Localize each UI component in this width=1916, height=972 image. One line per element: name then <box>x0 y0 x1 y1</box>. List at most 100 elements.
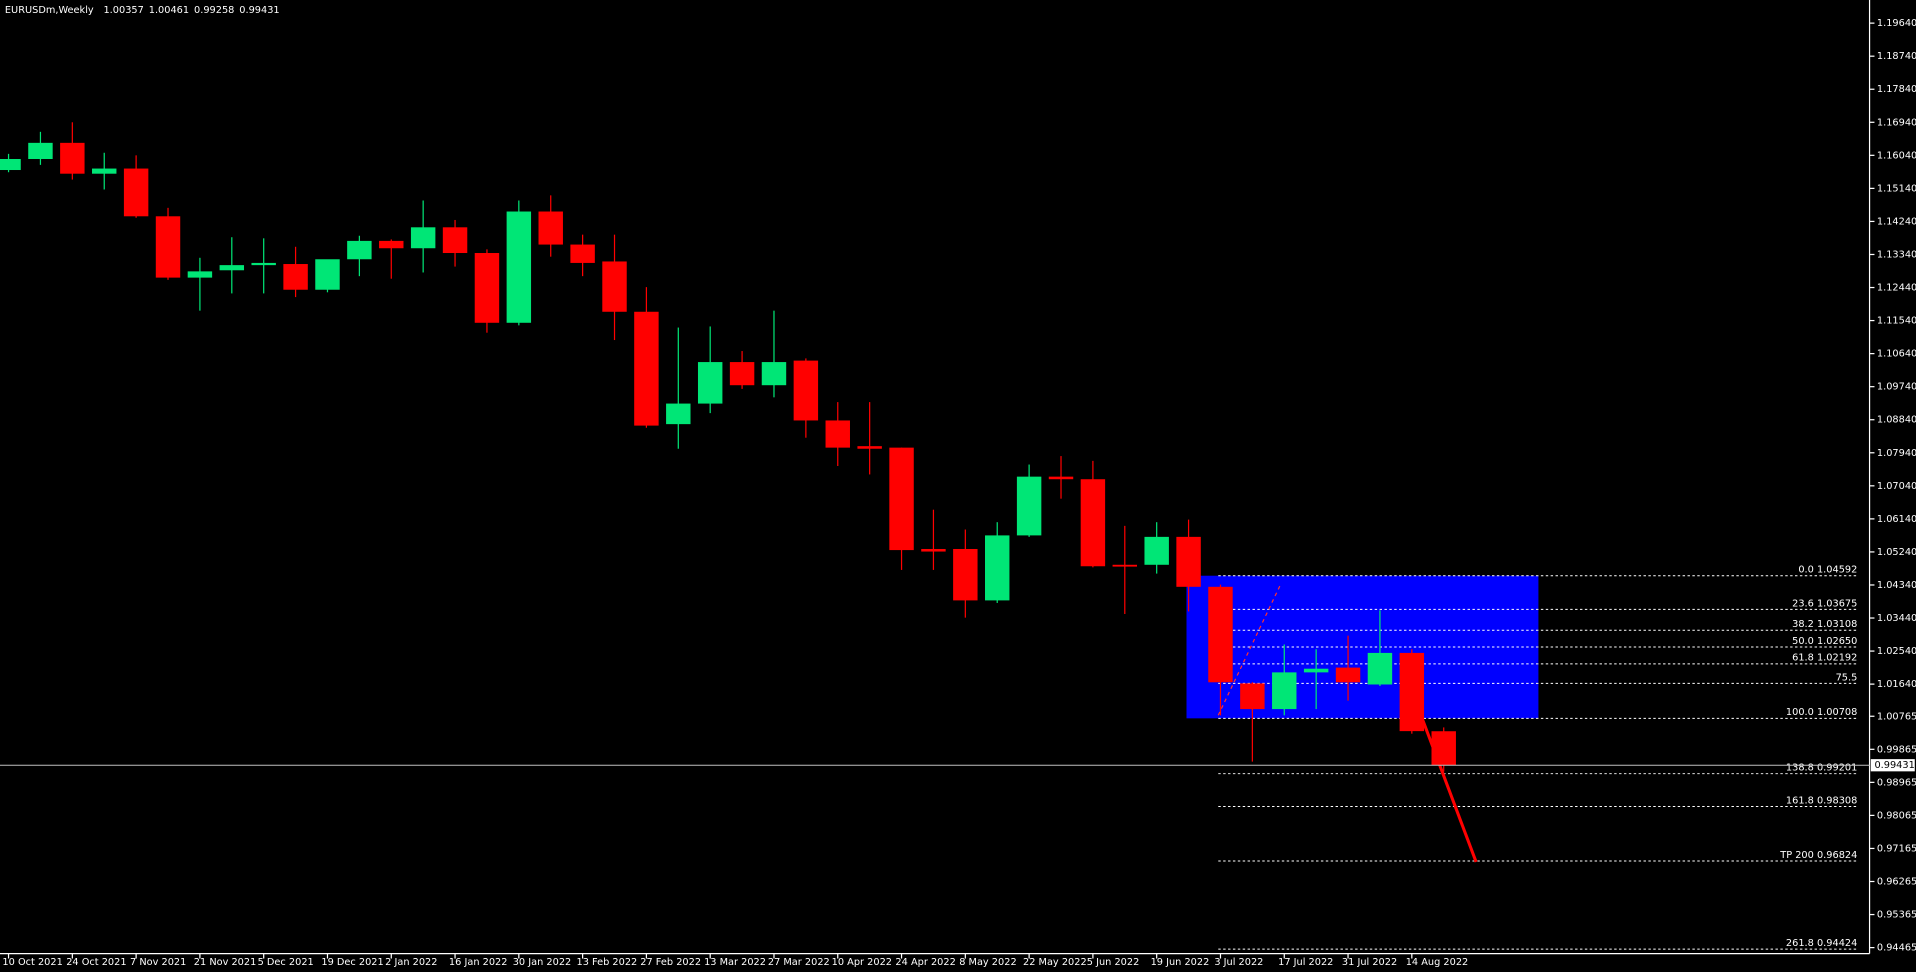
candle-body <box>410 227 436 249</box>
y-tick-label: 0.94465 <box>1877 943 1916 954</box>
candle-body <box>251 262 276 266</box>
candle-body <box>28 142 53 160</box>
candle-body <box>602 261 627 312</box>
candle-body <box>1240 683 1265 710</box>
y-tick-label: 1.10640 <box>1877 349 1916 360</box>
x-tick-label: 17 Jul 2022 <box>1278 957 1333 968</box>
y-tick-label: 1.02540 <box>1877 646 1916 657</box>
candle-body <box>283 264 308 290</box>
symbol: EURUSDm,Weekly <box>5 5 94 16</box>
y-tick-label: 1.00765 <box>1877 711 1916 722</box>
candle-body <box>0 159 21 171</box>
candle-body <box>347 240 372 260</box>
y-tick-label: 1.19640 <box>1877 18 1916 29</box>
candle-body <box>634 311 659 426</box>
y-tick-label: 1.16940 <box>1877 117 1916 128</box>
candle-body <box>60 142 85 174</box>
candle-body <box>155 216 181 278</box>
fibonacci-label: 38.2 1.03108 <box>1792 619 1857 630</box>
y-tick-label: 1.04340 <box>1877 580 1916 591</box>
x-tick-label: 27 Feb 2022 <box>640 957 701 968</box>
ohlc-open: 1.00357 <box>103 5 143 16</box>
ohlc-low: 0.99258 <box>194 5 234 16</box>
fibonacci-label: 138.8 0.99201 <box>1786 763 1857 774</box>
y-tick-label: 1.01640 <box>1877 679 1916 690</box>
candle-body <box>1335 667 1361 683</box>
ohlc-high: 1.00461 <box>149 5 189 16</box>
x-tick-label: 3 Jul 2022 <box>1214 957 1263 968</box>
candle-body <box>1303 668 1329 673</box>
fibonacci-label: 23.6 1.03675 <box>1792 598 1857 609</box>
x-tick-label: 21 Nov 2021 <box>194 957 257 968</box>
x-tick-label: 24 Oct 2021 <box>66 957 126 968</box>
x-tick-label: 19 Dec 2021 <box>321 957 383 968</box>
candle-body <box>1431 731 1456 766</box>
current-price-label: 0.99431 <box>1874 760 1914 771</box>
candle-body <box>1144 536 1169 565</box>
candle-body <box>570 244 595 263</box>
overlay <box>1217 584 1478 863</box>
fibonacci-label: 261.8 0.94424 <box>1786 938 1857 949</box>
candle-body <box>379 240 404 249</box>
y-tick-label: 1.07940 <box>1877 448 1916 459</box>
y-tick-label: 0.96265 <box>1877 877 1916 888</box>
x-tick-label: 31 Jul 2022 <box>1342 957 1397 968</box>
x-tick-label: 30 Jan 2022 <box>513 957 572 968</box>
x-tick-label: 5 Dec 2021 <box>258 957 314 968</box>
fibonacci-label: 100.0 1.00708 <box>1786 707 1857 718</box>
candle-body <box>123 168 149 217</box>
fibonacci-label: 50.0 1.02650 <box>1792 636 1857 647</box>
y-tick-label: 1.12440 <box>1877 283 1916 294</box>
y-tick-label: 0.95365 <box>1877 910 1916 921</box>
x-tick-label: 27 Mar 2022 <box>768 957 830 968</box>
candle-body <box>1016 476 1042 536</box>
candle-body <box>1112 564 1138 567</box>
candle-body <box>825 420 850 448</box>
y-tick-label: 0.97165 <box>1877 843 1916 854</box>
x-tick-label: 22 May 2022 <box>1023 957 1087 968</box>
y-tick-label: 1.08840 <box>1877 415 1916 426</box>
fibonacci-label: 161.8 0.98308 <box>1786 795 1857 806</box>
x-tick-label: 2 Jan 2022 <box>385 957 437 968</box>
candle-body <box>187 271 213 278</box>
candle-body <box>857 446 882 449</box>
candle-body <box>921 548 946 552</box>
x-tick-label: 5 Jun 2022 <box>1087 957 1140 968</box>
y-tick-label: 1.06140 <box>1877 514 1916 525</box>
fibonacci-label: 61.8 1.02192 <box>1792 653 1857 664</box>
y-tick-label: 1.11540 <box>1877 316 1916 327</box>
candles <box>0 122 1456 772</box>
current-price-box <box>1870 759 1915 772</box>
y-tick-label: 0.99865 <box>1877 744 1916 755</box>
candle-body <box>1048 476 1074 480</box>
candle-body <box>1176 536 1201 587</box>
x-tick-label: 10 Apr 2022 <box>832 957 892 968</box>
candle-body <box>506 211 532 323</box>
ohlc-close: 0.99431 <box>239 5 279 16</box>
x-tick-label: 7 Nov 2021 <box>130 957 186 968</box>
y-tick-label: 1.03440 <box>1877 613 1916 624</box>
fibonacci-label: 0.0 1.04592 <box>1798 565 1857 576</box>
x-tick-label: 24 Apr 2022 <box>895 957 955 968</box>
y-tick-label: 1.17840 <box>1877 84 1916 95</box>
y-tick-label: 0.98965 <box>1877 777 1916 788</box>
x-tick-label: 16 Jan 2022 <box>449 957 508 968</box>
candle-body <box>793 360 819 421</box>
candle-body <box>538 211 563 245</box>
y-tick-label: 1.18740 <box>1877 51 1916 62</box>
y-tick-label: 1.13340 <box>1877 249 1916 260</box>
candle-body <box>474 253 500 323</box>
y-tick-label: 0.98065 <box>1877 810 1916 821</box>
projection-line <box>1420 718 1478 863</box>
y-tick-label: 1.05240 <box>1877 547 1916 558</box>
fibonacci-label: TP 200 0.96824 <box>1779 850 1857 861</box>
candle-body <box>219 265 245 271</box>
trend-line <box>1217 584 1282 716</box>
y-tick-label: 1.09740 <box>1877 382 1916 393</box>
candle-body <box>1208 586 1233 683</box>
x-tick-label: 10 Oct 2021 <box>2 957 62 968</box>
candle-body <box>985 535 1010 601</box>
